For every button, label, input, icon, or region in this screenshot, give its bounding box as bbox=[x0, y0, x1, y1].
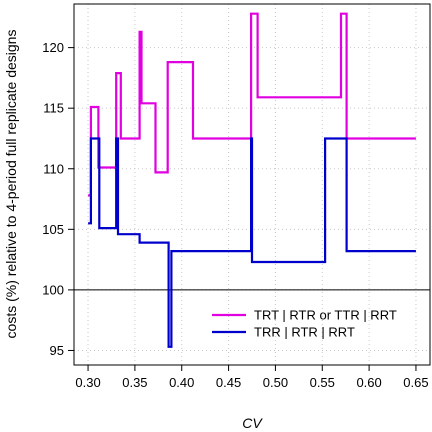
legend-label: TRR | RTR | RRT bbox=[254, 325, 355, 340]
series-line-2 bbox=[88, 137, 416, 348]
x-tick-label: 0.50 bbox=[263, 375, 288, 390]
y-axis-title: costs (%) relative to 4-period full repl… bbox=[3, 30, 19, 339]
x-axis-title: CV bbox=[242, 415, 263, 431]
y-tick-label: 105 bbox=[42, 222, 64, 237]
x-tick-label: 0.65 bbox=[403, 375, 428, 390]
y-tick-label: 95 bbox=[50, 343, 64, 358]
y-tick-label: 120 bbox=[42, 40, 64, 55]
y-tick-label: 110 bbox=[43, 161, 64, 176]
x-tick-label: 0.30 bbox=[75, 375, 100, 390]
x-tick-label: 0.45 bbox=[216, 375, 241, 390]
plot-frame bbox=[73, 3, 431, 366]
y-tick-label: 115 bbox=[43, 101, 64, 116]
axes: 0.30 0.35 0.40 0.45 0.50 0.55 0.60 0.65 95 100 105… bbox=[42, 40, 428, 390]
series-line-1 bbox=[88, 12, 416, 197]
series-group bbox=[88, 12, 416, 348]
x-tick-label: 0.40 bbox=[169, 375, 194, 390]
legend-label: TRT | RTR or TTR | RRT bbox=[254, 308, 397, 323]
x-tick-label: 0.55 bbox=[310, 375, 335, 390]
legend: TRT | RTR or TTR | RRT TRR | RTR | RRT bbox=[212, 308, 397, 340]
x-tick-label: 0.60 bbox=[356, 375, 381, 390]
grid bbox=[74, 4, 430, 365]
x-tick-label: 0.35 bbox=[122, 375, 147, 390]
y-tick-label: 100 bbox=[42, 282, 64, 297]
